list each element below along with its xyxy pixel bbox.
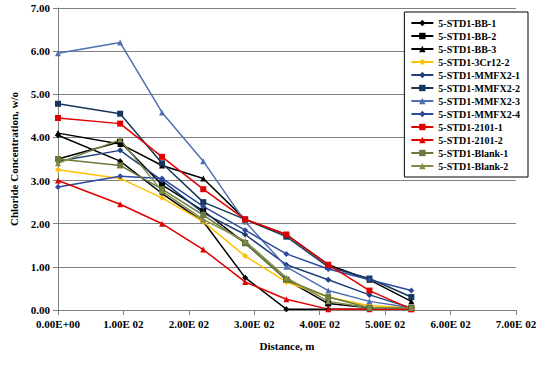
- svg-text:5-STD1-3Cr12-2: 5-STD1-3Cr12-2: [438, 57, 509, 68]
- svg-text:Chloride Concentration, w/o: Chloride Concentration, w/o: [8, 91, 20, 226]
- svg-text:1.00E 02: 1.00E 02: [103, 318, 144, 330]
- svg-text:5-STD1-MMFX2-2: 5-STD1-MMFX2-2: [438, 83, 520, 94]
- svg-text:0.00: 0.00: [31, 304, 51, 316]
- svg-text:5-STD1-MMFX2-4: 5-STD1-MMFX2-4: [438, 109, 520, 120]
- svg-text:5-STD1-2101-2: 5-STD1-2101-2: [438, 135, 502, 146]
- svg-text:4.00: 4.00: [31, 131, 51, 143]
- svg-text:2.00E 02: 2.00E 02: [169, 318, 210, 330]
- svg-text:6.00: 6.00: [31, 45, 51, 57]
- svg-text:5.00E 02: 5.00E 02: [365, 318, 406, 330]
- svg-text:5-STD1-BB-3: 5-STD1-BB-3: [438, 44, 496, 55]
- svg-text:5-STD1-BB-1: 5-STD1-BB-1: [438, 18, 496, 29]
- svg-text:5-STD1-MMFX2-1: 5-STD1-MMFX2-1: [438, 70, 520, 81]
- svg-text:2.00: 2.00: [31, 218, 51, 230]
- svg-text:5-STD1-Blank-2: 5-STD1-Blank-2: [438, 161, 508, 172]
- svg-text:5-STD1-BB-2: 5-STD1-BB-2: [438, 31, 496, 42]
- svg-text:5-STD1-MMFX2-3: 5-STD1-MMFX2-3: [438, 96, 520, 107]
- svg-text:5-STD1-2101-1: 5-STD1-2101-1: [438, 122, 502, 133]
- svg-text:Distance, m: Distance, m: [260, 340, 315, 352]
- svg-text:4.00E 02: 4.00E 02: [300, 318, 341, 330]
- svg-text:1.00: 1.00: [31, 261, 51, 273]
- svg-text:6.00E 02: 6.00E 02: [430, 318, 471, 330]
- svg-text:7.00: 7.00: [31, 2, 51, 14]
- svg-text:5-STD1-Blank-1: 5-STD1-Blank-1: [438, 148, 508, 159]
- svg-text:5.00: 5.00: [31, 88, 51, 100]
- svg-text:7.00E 02: 7.00E 02: [496, 318, 537, 330]
- svg-text:0.00E+00: 0.00E+00: [36, 318, 80, 330]
- svg-text:3.00E 02: 3.00E 02: [234, 318, 275, 330]
- svg-text:3.00: 3.00: [31, 175, 51, 187]
